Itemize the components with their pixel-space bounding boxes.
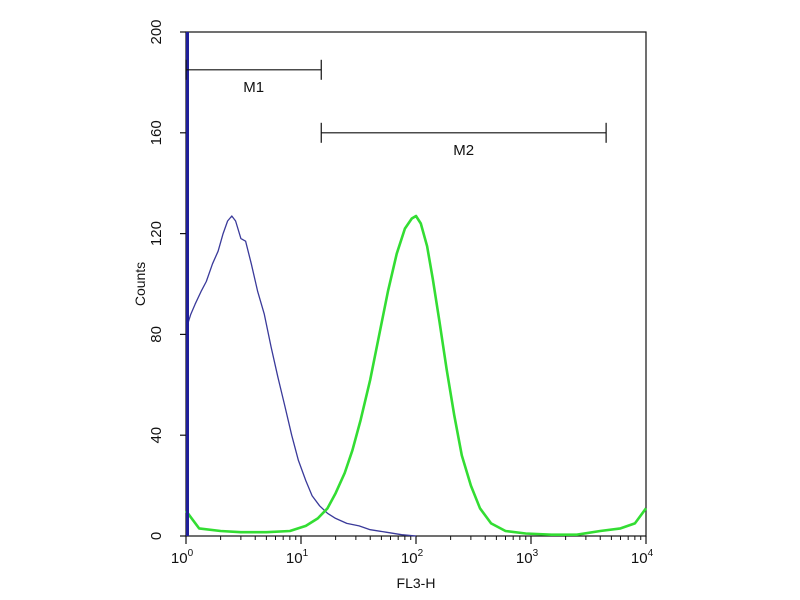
x-tick-exponent: 3	[533, 548, 539, 559]
plot-frame	[185, 31, 647, 537]
series-line-1	[187, 215, 417, 537]
series-line-2	[184, 214, 648, 536]
y-tick-label: 40	[148, 427, 165, 444]
y-tick-label: 80	[148, 326, 165, 343]
y-axis-ticks: 0 40 80 120 160 200	[148, 19, 186, 540]
x-tick-exponent: 0	[188, 548, 194, 559]
y-tick-label: 120	[148, 221, 165, 246]
marker-label: M2	[453, 142, 474, 159]
x-tick-base: 10	[286, 550, 303, 567]
y-tick-label: 200	[148, 19, 165, 44]
series-layer	[184, 32, 648, 537]
x-tick-base: 10	[631, 550, 648, 567]
x-tick-label: 101	[286, 548, 309, 567]
marker-layer: M1 M2	[185, 59, 607, 159]
x-tick-label: 102	[401, 548, 424, 567]
x-tick-exponent: 2	[418, 548, 424, 559]
y-axis-label: Counts	[132, 262, 148, 306]
x-axis-label: FL3-H	[397, 575, 436, 591]
x-tick-base: 10	[171, 550, 188, 567]
x-tick-exponent: 4	[648, 548, 654, 559]
x-tick-base: 10	[401, 550, 418, 567]
x-tick-label: 100	[171, 548, 194, 567]
y-tick-label: 160	[148, 120, 165, 145]
marker-label: M1	[243, 79, 264, 96]
y-tick-label: 0	[148, 532, 165, 540]
x-tick-exponent: 1	[303, 548, 309, 559]
x-tick-label: 103	[516, 548, 539, 567]
x-tick-base: 10	[516, 550, 533, 567]
x-axis-ticks: 100 101 102 103 104	[171, 536, 654, 567]
x-tick-label: 104	[631, 548, 654, 567]
